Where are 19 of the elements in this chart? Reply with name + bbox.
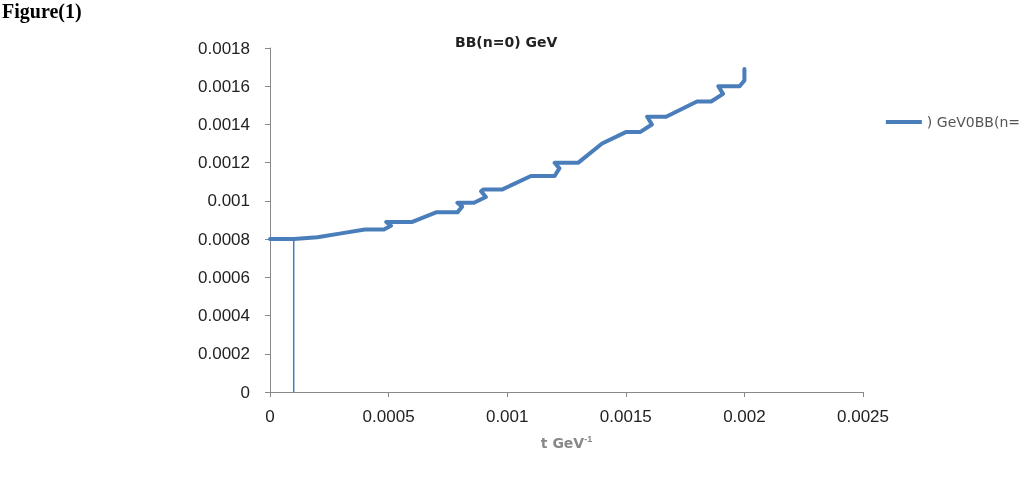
y-tick-label: 0.0012 [198, 153, 250, 173]
y-tick-label: 0.0014 [198, 114, 250, 134]
x-tick-label: 0.001 [485, 407, 529, 426]
y-tick-label: 0.0008 [198, 229, 250, 249]
y-tick-label: 0.0002 [198, 344, 250, 364]
legend-label: ) GeV0BB(n= [926, 114, 1021, 130]
text: Figure(1) [2, 0, 82, 23]
chart-title: BB(n=0) GeV [455, 34, 558, 50]
x-tick-label: 0.0025 [837, 407, 889, 426]
y-tick-label: 0.0018 [198, 38, 250, 58]
x-tick-label: 0.0005 [362, 407, 415, 426]
x-tick-label: 0 [265, 407, 275, 426]
x-tick-label: 0.002 [723, 407, 766, 426]
y-tick-label: 0.0006 [198, 267, 250, 287]
y-tick-label: 0.0004 [198, 306, 250, 326]
y-tick-label: 0.001 [207, 191, 250, 211]
y-tick-label: 0.0016 [198, 76, 250, 96]
x-tick-label: 0.0015 [599, 407, 652, 426]
y-tick-label: 0 [240, 382, 250, 402]
